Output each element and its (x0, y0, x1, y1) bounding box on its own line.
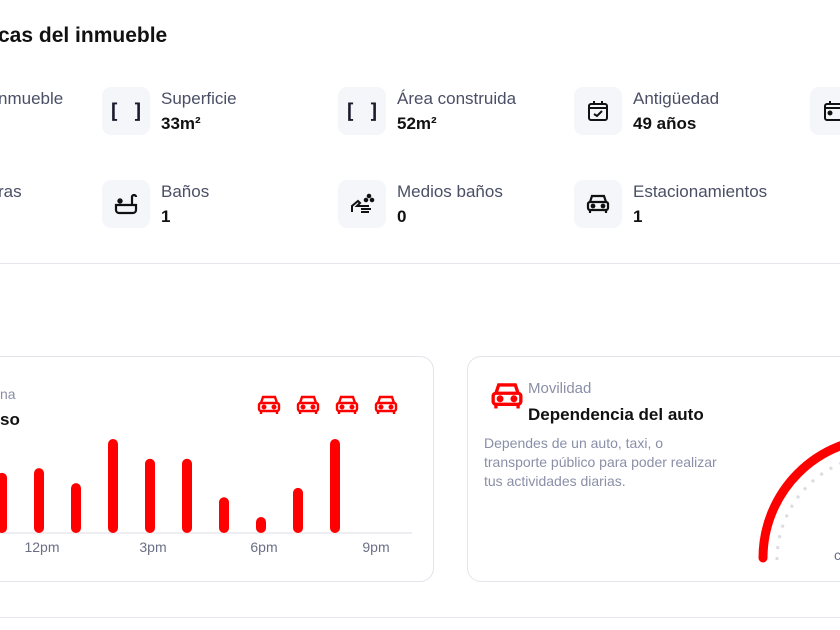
feature-value: 1 (161, 207, 171, 226)
gauge (758, 441, 840, 563)
divider (0, 263, 840, 264)
divider (0, 617, 840, 618)
feature-value: 52m² (397, 114, 437, 133)
calendar-icon (810, 87, 840, 135)
bar-4pm (182, 458, 192, 533)
x-tick-label: 6pm (250, 539, 277, 555)
feature-value: 33m² (161, 114, 201, 133)
bar-11am (0, 472, 7, 533)
car-icon (374, 395, 398, 414)
x-tick-label: 9pm (362, 539, 389, 555)
gauge-track (775, 462, 840, 561)
feature-label: nmueble (0, 89, 64, 108)
bar-12pm (34, 468, 44, 533)
car-icon (491, 383, 523, 409)
section-title: cas del inmueble (0, 24, 168, 47)
bar-3pm (145, 458, 155, 533)
feature-label: Estacionamientos (633, 182, 768, 201)
bar-1pm (71, 483, 81, 533)
bar-8pm (330, 439, 340, 533)
brackets-icon: [ ] (338, 87, 386, 135)
brackets-icon: [ ] (102, 87, 150, 135)
car-icon (257, 395, 281, 414)
calendar-check-icon (574, 87, 622, 135)
feature-label: Medios baños (397, 182, 503, 201)
mobility-description: Depende​s de un auto, taxi, o transporte… (484, 435, 717, 489)
traffic-card-title: so (0, 410, 20, 429)
hand-wash-icon (338, 180, 386, 228)
mobility-category: Movilidad (528, 380, 592, 397)
car-icon (296, 395, 320, 414)
car-icon (574, 180, 622, 228)
gauge-label: c (834, 547, 840, 563)
feature-label: Baños (161, 182, 210, 201)
mobility-title: Dependencia del auto (528, 405, 704, 424)
car-rating (256, 394, 399, 416)
traffic-card-subtitle: na (0, 386, 16, 402)
feature-value: 49 años (633, 114, 697, 133)
bar-5pm (219, 497, 229, 533)
bar-7pm (293, 487, 303, 533)
feature-label: ras (0, 182, 22, 201)
mobility-card: Movilidad Dependencia del auto Depende​s… (467, 356, 840, 582)
feature-label: Superficie (161, 89, 237, 108)
feature-value: 0 (397, 207, 407, 226)
car-icon (335, 395, 359, 414)
gauge-fill (758, 441, 840, 563)
bar-2pm (108, 439, 118, 533)
bar-chart: 12pm 3pm 6pm 9pm (0, 439, 412, 555)
feature-value: 1 (633, 207, 643, 226)
x-tick-label: 3pm (139, 539, 166, 555)
bar-6pm (256, 517, 266, 533)
feature-label: Antigüedad (633, 89, 720, 108)
traffic-card (0, 356, 434, 582)
feature-label: Área construida (397, 89, 517, 108)
bathtub-icon (102, 180, 150, 228)
x-tick-label: 12pm (24, 539, 59, 555)
